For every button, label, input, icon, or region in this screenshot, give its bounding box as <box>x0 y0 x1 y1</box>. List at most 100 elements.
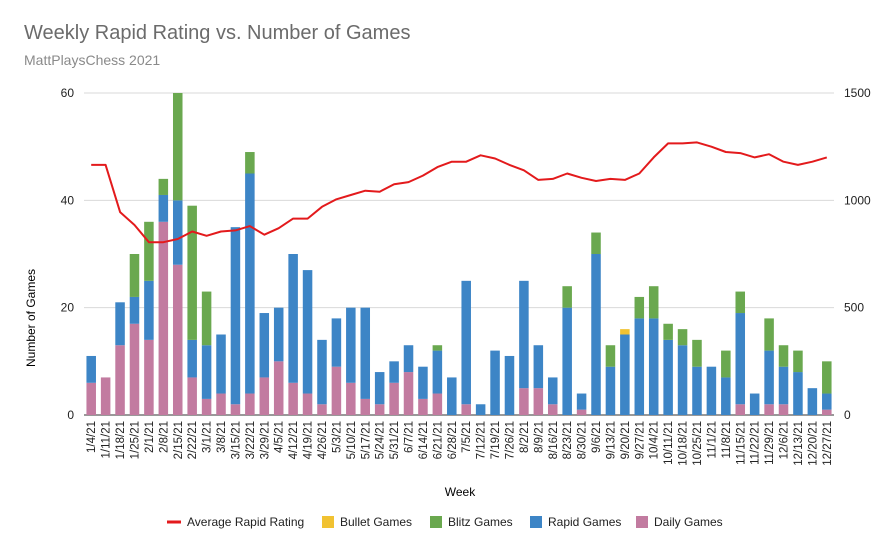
legend-label: Daily Games <box>654 515 723 529</box>
bar-rapid-games <box>605 366 616 415</box>
bar-rapid-games <box>735 313 746 405</box>
bar-daily-games <box>735 404 746 415</box>
x-tick-label: 8/30/21 <box>577 421 589 459</box>
x-tick-label: 4/19/21 <box>303 421 315 459</box>
x-tick-label: 1/4/21 <box>86 421 98 453</box>
bar-rapid-games <box>187 339 197 378</box>
y2-tick-label: 1500 <box>844 86 871 100</box>
bar-daily-games <box>533 388 544 415</box>
x-tick-label: 1/18/21 <box>115 421 127 459</box>
bar-rapid-games <box>129 296 140 324</box>
bar-rapid-games <box>172 200 183 265</box>
x-tick-label: 2/8/21 <box>158 421 170 453</box>
x-tick-label: 8/2/21 <box>519 421 531 453</box>
x-tick-label: 8/16/21 <box>548 421 560 459</box>
bar-blitz-games <box>721 350 731 378</box>
x-tick-label: 9/27/21 <box>634 421 646 459</box>
x-tick-label: 9/20/21 <box>620 421 632 459</box>
bar-daily-games <box>317 404 327 415</box>
bar-rapid-games <box>360 307 371 399</box>
rating-line <box>91 141 828 244</box>
chart-subtitle: MattPlaysChess 2021 <box>24 52 161 68</box>
bar-blitz-games <box>634 296 645 319</box>
x-tick-label: 5/10/21 <box>346 421 358 459</box>
x-tick-label: 5/24/21 <box>375 421 387 459</box>
bar-rapid-games <box>230 227 241 405</box>
bar-daily-games <box>273 361 284 415</box>
bar-daily-games <box>576 409 587 415</box>
legend-label: Bullet Games <box>340 515 412 529</box>
bar-rapid-games <box>461 280 471 405</box>
x-tick-label: 2/22/21 <box>187 421 199 459</box>
bar-rapid-games <box>259 313 270 378</box>
bar-rapid-games <box>692 366 702 415</box>
line-series <box>91 141 828 244</box>
x-axis-label: Week <box>445 485 476 499</box>
y-tick-label: 60 <box>61 86 75 100</box>
x-tick-label: 4/12/21 <box>288 421 300 459</box>
x-tick-label: 6/14/21 <box>418 421 430 459</box>
y2-tick-label: 0 <box>844 408 851 422</box>
bar-blitz-games <box>605 345 616 367</box>
x-tick-label: 7/26/21 <box>505 421 517 459</box>
y2-tick-label: 500 <box>844 301 864 315</box>
bar-daily-games <box>764 404 774 415</box>
x-tick-label: 8/9/21 <box>533 421 545 453</box>
bar-rapid-games <box>389 361 399 383</box>
bar-daily-games <box>778 404 789 415</box>
x-tick-label: 7/19/21 <box>490 421 502 459</box>
bar-blitz-games <box>778 345 789 367</box>
bar-blitz-games <box>735 291 746 314</box>
bar-daily-games <box>302 393 313 415</box>
bar-series <box>86 93 832 415</box>
bar-rapid-games <box>721 377 731 415</box>
legend-label: Average Rapid Rating <box>187 515 304 529</box>
bar-rapid-games <box>648 318 659 415</box>
y-axis-right: 0 500 1000 1500 <box>844 86 871 422</box>
bar-daily-games <box>331 366 342 415</box>
y-axis-label: Number of Games <box>24 269 38 367</box>
y-axis-left: 0 20 40 60 <box>61 86 75 422</box>
bar-daily-games <box>547 404 558 415</box>
bar-daily-games <box>115 345 125 415</box>
bar-daily-games <box>259 377 270 415</box>
x-tick-label: 6/7/21 <box>404 421 416 453</box>
bar-daily-games <box>389 382 399 415</box>
bar-daily-games <box>129 323 140 415</box>
bar-rapid-games <box>317 339 327 405</box>
bar-rapid-games <box>201 345 212 399</box>
bar-daily-games <box>432 393 443 415</box>
bar-daily-games <box>461 404 471 415</box>
x-tick-label: 11/1/21 <box>706 421 718 459</box>
bar-blitz-games <box>793 350 803 373</box>
chart-title: Weekly Rapid Rating vs. Number of Games <box>24 22 411 44</box>
x-tick-label: 1/25/21 <box>130 421 142 459</box>
bar-blitz-games <box>822 361 832 394</box>
x-tick-label: 3/22/21 <box>245 421 257 459</box>
x-tick-label: 7/5/21 <box>461 421 473 453</box>
bar-blitz-games <box>432 345 443 351</box>
y-tick-label: 20 <box>61 301 75 315</box>
bar-rapid-games <box>144 280 154 340</box>
x-tick-label: 4/26/21 <box>317 421 329 459</box>
x-tick-label: 6/28/21 <box>447 421 459 459</box>
bar-rapid-games <box>346 307 356 383</box>
bar-rapid-games <box>677 345 688 415</box>
bar-daily-games <box>100 377 111 415</box>
bar-daily-games <box>418 398 428 415</box>
x-tick-label: 5/17/21 <box>360 421 372 459</box>
bar-blitz-games <box>562 286 572 308</box>
x-tick-label: 3/29/21 <box>259 421 271 459</box>
bar-daily-games <box>86 382 96 415</box>
bar-rapid-games <box>706 366 717 415</box>
bar-rapid-games <box>562 307 572 415</box>
x-tick-label: 11/15/21 <box>735 421 747 465</box>
x-tick-label: 7/12/21 <box>476 421 488 459</box>
x-axis: 1/4/21 1/11/21 1/18/21 1/25/21 2/1/21 2/8/21 2… <box>86 421 834 466</box>
x-tick-label: 11/29/21 <box>764 421 776 465</box>
y2-tick-label: 1000 <box>844 193 871 207</box>
x-tick-label: 6/21/21 <box>432 421 444 459</box>
bar-rapid-games <box>749 393 760 415</box>
bar-rapid-games <box>764 350 774 405</box>
